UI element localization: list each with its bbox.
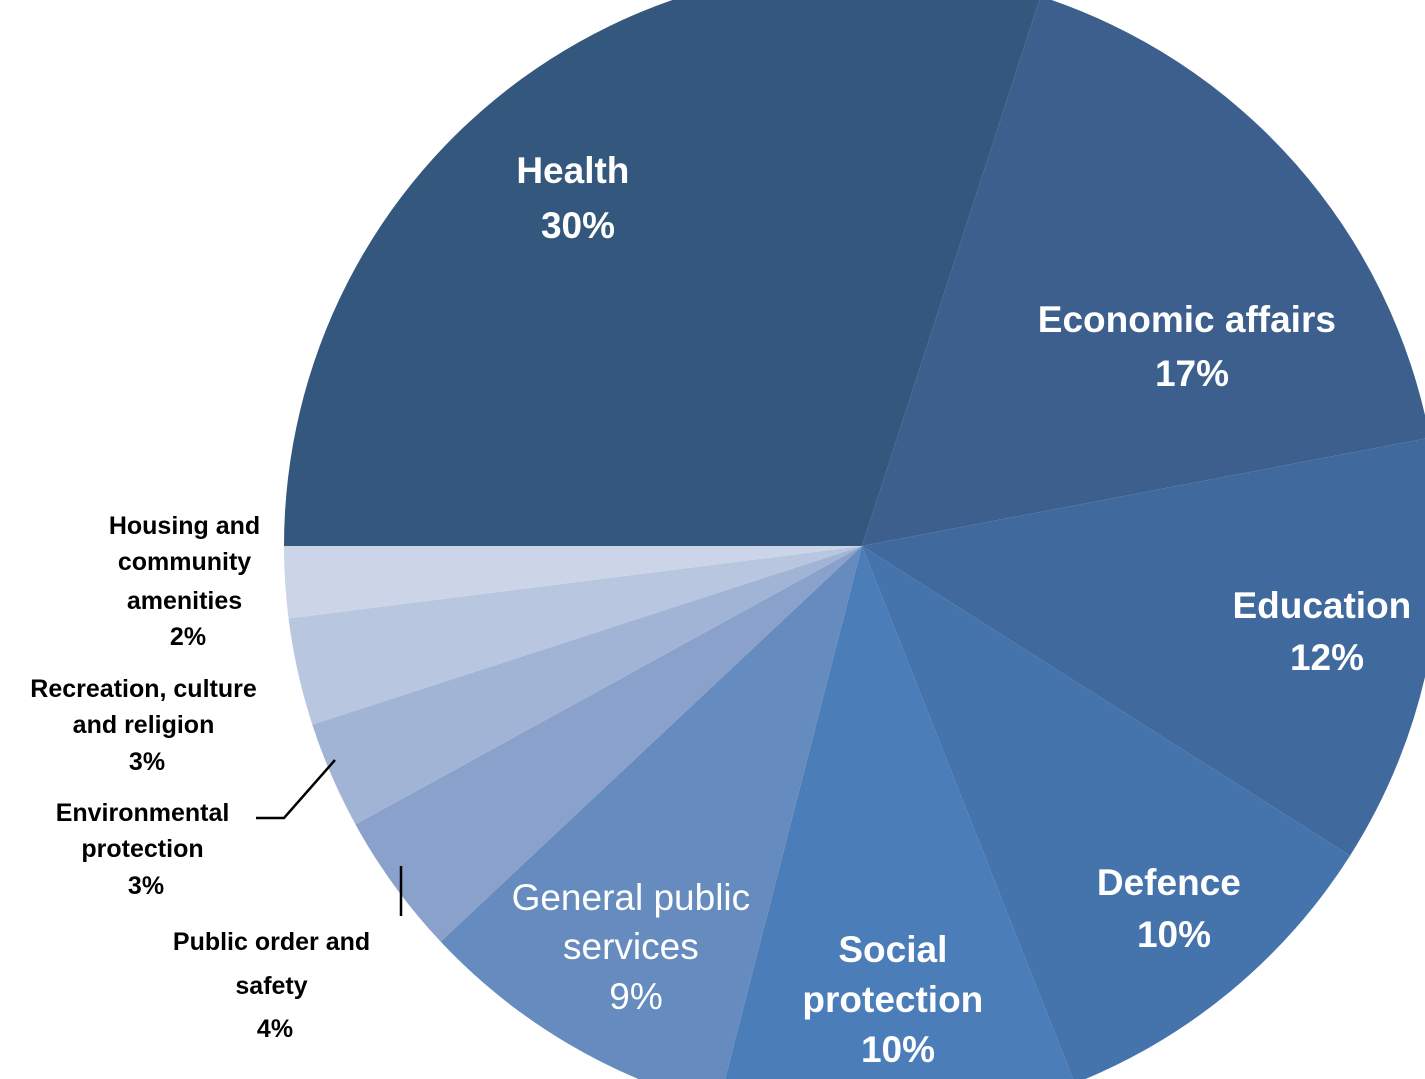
pie-slices (284, 0, 1425, 1079)
label-housing-and-community-amenities: Housing and community amenities 2% (109, 512, 267, 651)
pie-slice-public-order-and-safety (355, 546, 862, 942)
label-environmental-protection: Environmental protection 3% (56, 799, 237, 900)
pie-slice-education (862, 438, 1425, 856)
pie-slice-defence (862, 546, 1351, 1079)
label-economic-affairs: Economic affairs 17% (1038, 299, 1346, 394)
label-defence: Defence 10% (1097, 862, 1251, 955)
leader-line-environmental-protection (256, 759, 336, 820)
label-education: Education 12% (1232, 585, 1421, 678)
label-recreation-culture-religion: Recreation, culture and religion 3% (30, 675, 263, 776)
pie-slice-recreation-culture-and-religion (288, 546, 862, 725)
label-health: Health 30% (516, 150, 639, 246)
pie-slice-health (284, 0, 1040, 546)
label-public-order-and-safety: Public order and safety 4% (173, 928, 377, 1043)
pie-slice-social-protection (725, 546, 1074, 1079)
label-social-protection: Social protection 10% (802, 929, 993, 1070)
pie-slice-economic-affairs (862, 0, 1425, 546)
pie-slice-housing-and-community-amenities (284, 546, 862, 619)
pie-slice-environmental-protection (312, 546, 862, 825)
pie-slice-general-public-services (440, 546, 862, 1079)
label-general-public-services: General public services 9% (512, 877, 761, 1017)
